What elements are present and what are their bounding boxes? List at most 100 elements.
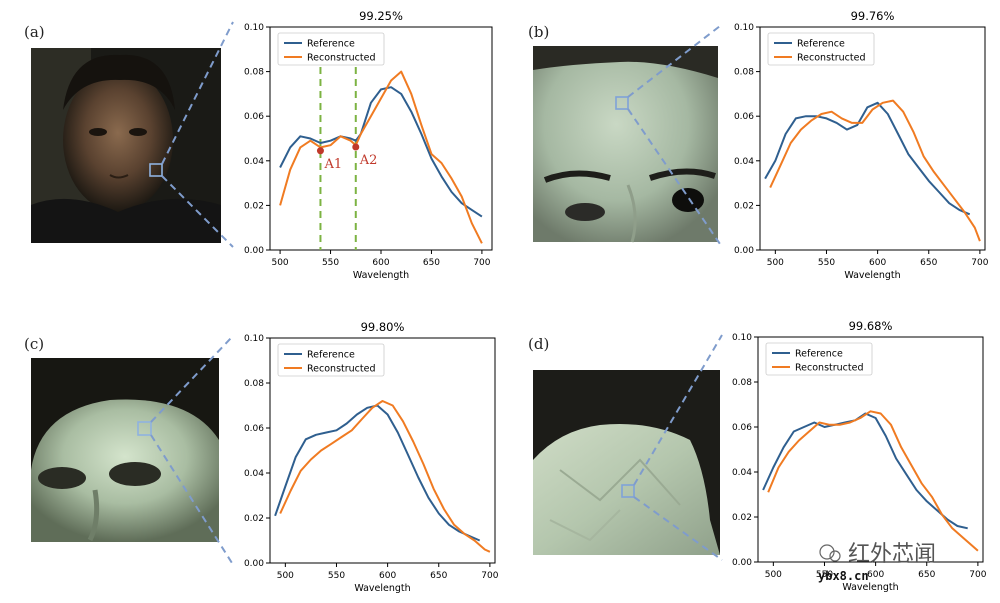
y-tick-label: 0.00 xyxy=(244,246,264,256)
x-tick-label: 500 xyxy=(767,258,784,268)
series-line-reference xyxy=(279,86,483,218)
y-tick-label: 0.02 xyxy=(732,513,752,523)
panel-label-c: (c) xyxy=(24,335,44,353)
zoom-line-a2 xyxy=(161,175,234,248)
y-tick-label: 0.04 xyxy=(732,468,752,478)
legend-entry: Reconstructed xyxy=(307,364,376,375)
y-tick-label: 0.08 xyxy=(734,68,754,78)
spectrum-chart-b: 99.76% 500 550 600 650 700 0.00 0.02 0.04 0.06 0.0… xyxy=(734,9,989,281)
annotation-label: A2 xyxy=(359,153,378,168)
watermark: 红外芯闻 ybx8.cn xyxy=(818,542,936,583)
legend-box xyxy=(765,342,873,376)
x-tick-label: 650 xyxy=(918,570,935,580)
panel-label-b: (b) xyxy=(528,23,549,41)
x-tick-label: 600 xyxy=(867,570,884,580)
spectrum-chart-a: 99.25% 500 550 600 650 700 0.00 0.02 0.04 0.06 0.0… xyxy=(244,9,493,281)
chat-bubble-icon xyxy=(819,544,835,560)
zoom-line-b2 xyxy=(627,108,721,245)
x-tick-label: 700 xyxy=(473,258,490,268)
series-line-reconstructed xyxy=(769,99,981,242)
x-tick-label: 650 xyxy=(423,258,440,268)
y-tick-label: 0.06 xyxy=(244,424,264,434)
annotation-marker xyxy=(316,147,324,155)
panel-label-d: (d) xyxy=(528,335,549,353)
panel-label-a: (a) xyxy=(24,23,45,41)
spectrum-chart-d: 99.68% 500 550 600 650 700 0.00 0.02 0.04 0.06 0.0… xyxy=(732,319,987,593)
legend-entry: Reconstructed xyxy=(307,53,376,64)
series-line-reconstructed xyxy=(767,410,979,552)
watermark-site: ybx8.cn xyxy=(818,569,869,583)
series-line-reference xyxy=(762,412,968,530)
x-axis-label: Wavelength xyxy=(353,270,409,281)
x-tick-label: 600 xyxy=(869,258,886,268)
y-tick-label: 0.04 xyxy=(244,157,264,167)
y-tick-label: 0.00 xyxy=(732,558,752,568)
paper-photo xyxy=(533,370,720,555)
x-tick-label: 700 xyxy=(481,571,498,581)
x-axis-label: Wavelength xyxy=(354,583,410,594)
zoom-line-c1 xyxy=(150,336,233,423)
y-tick-label: 0.08 xyxy=(244,379,264,389)
chart-title: 99.80% xyxy=(361,320,405,334)
legend-entry: Reference xyxy=(307,39,355,50)
x-tick-label: 550 xyxy=(322,258,339,268)
zoom-line-d2 xyxy=(633,496,723,561)
y-tick-label: 0.00 xyxy=(734,246,754,256)
x-tick-label: 500 xyxy=(765,570,782,580)
y-tick-label: 0.10 xyxy=(734,23,754,33)
zoom-box-c xyxy=(137,421,152,436)
x-tick-label: 700 xyxy=(971,258,988,268)
x-tick-label: 500 xyxy=(271,258,288,268)
y-tick-label: 0.04 xyxy=(244,469,264,479)
x-tick-label: 550 xyxy=(816,570,833,580)
y-tick-label: 0.02 xyxy=(244,514,264,524)
plot-frame xyxy=(757,336,984,563)
y-tick-label: 0.08 xyxy=(732,378,752,388)
plot-frame xyxy=(269,337,496,564)
zoom-box-b xyxy=(615,96,629,110)
x-tick-label: 650 xyxy=(920,258,937,268)
y-tick-label: 0.08 xyxy=(244,68,264,78)
legend-entry: Reference xyxy=(797,39,845,50)
x-tick-label: 650 xyxy=(430,571,447,581)
y-tick-label: 0.02 xyxy=(734,201,754,211)
series-line-reference xyxy=(274,404,481,542)
legend-entry: Reconstructed xyxy=(795,363,864,374)
x-tick-label: 550 xyxy=(328,571,345,581)
annotation-marker xyxy=(352,143,360,151)
x-axis-label: Wavelength xyxy=(842,582,898,593)
y-tick-label: 0.10 xyxy=(732,333,752,343)
legend-box xyxy=(277,343,385,377)
legend-entry: Reference xyxy=(307,350,355,361)
series-line-reconstructed xyxy=(279,400,491,553)
zoom-line-a1 xyxy=(161,21,234,165)
zoom-box-d xyxy=(621,484,635,498)
x-tick-label: 500 xyxy=(277,571,294,581)
y-tick-label: 0.02 xyxy=(244,201,264,211)
y-tick-label: 0.06 xyxy=(734,112,754,122)
legend-box xyxy=(767,32,875,66)
x-tick-label: 600 xyxy=(372,258,389,268)
forehead-photo xyxy=(533,46,718,243)
chart-title: 99.68% xyxy=(849,319,893,333)
mask-photo xyxy=(31,358,219,542)
y-tick-label: 0.10 xyxy=(244,23,264,33)
plot-frame xyxy=(759,26,986,251)
chart-title: 99.25% xyxy=(359,9,403,23)
chart-title: 99.76% xyxy=(851,9,895,23)
x-tick-label: 600 xyxy=(379,571,396,581)
zoom-box-a xyxy=(149,163,163,177)
y-tick-label: 0.00 xyxy=(244,559,264,569)
y-tick-label: 0.04 xyxy=(734,157,754,167)
x-axis-label: Wavelength xyxy=(844,270,900,281)
zoom-line-c2 xyxy=(150,434,233,564)
series-line-reference xyxy=(764,101,971,216)
y-tick-label: 0.10 xyxy=(244,334,264,344)
legend-entry: Reconstructed xyxy=(797,53,866,64)
annotation-label: A1 xyxy=(323,157,342,172)
legend-entry: Reference xyxy=(795,349,843,360)
spectrum-chart-c: 99.80% 500 550 600 650 700 0.00 0.02 0.04 0.06 0.0… xyxy=(244,320,499,594)
face-photo xyxy=(31,48,221,243)
legend-box xyxy=(277,32,385,66)
